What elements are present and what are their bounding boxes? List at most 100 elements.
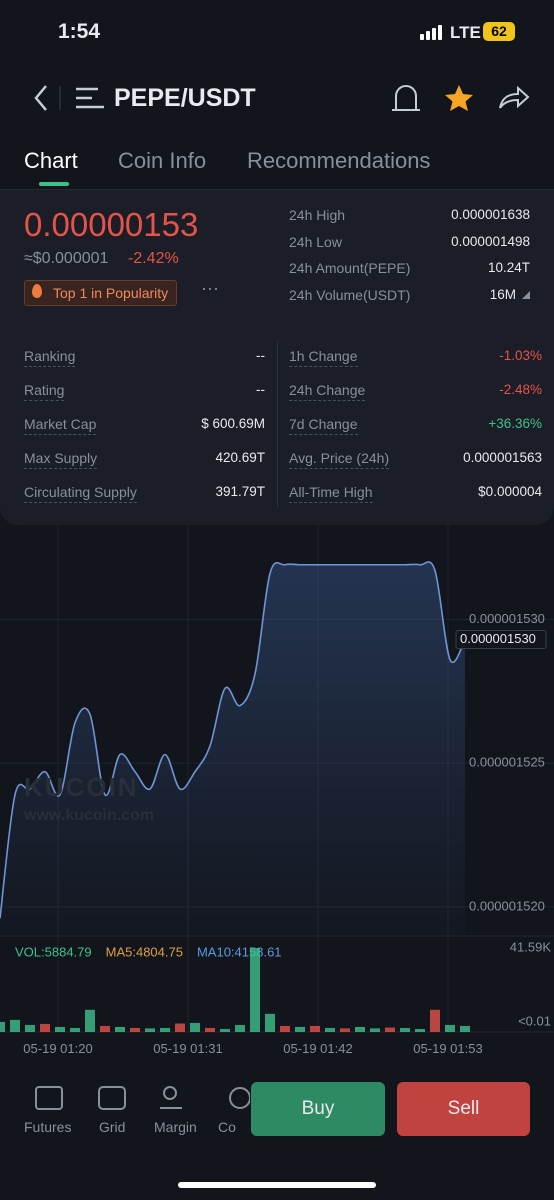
buy-button[interactable]: Buy <box>251 1082 385 1136</box>
favorite-button[interactable] <box>445 85 473 111</box>
x-tick-label: 05-19 01:20 <box>23 1041 92 1056</box>
status-time: 1:54 <box>58 20 101 43</box>
info-value: $ 600.69M <box>201 416 265 431</box>
nav-futures[interactable]: Futures <box>24 1119 72 1135</box>
y-tick-label: 0.000001520 <box>469 898 545 913</box>
info-value: $0.000004 <box>478 484 542 499</box>
volume-bar <box>235 1024 245 1032</box>
volume-bar <box>85 1009 95 1032</box>
price-change: -2.42% <box>128 250 179 267</box>
info-value: -2.48% <box>499 382 542 397</box>
nav-more[interactable]: Co <box>218 1119 236 1135</box>
info-label: Market Cap <box>24 416 97 435</box>
share-button[interactable] <box>499 85 530 109</box>
watermark-brand: KUCOIN <box>24 772 139 802</box>
info-value: 420.69T <box>215 450 265 465</box>
volume-bar <box>115 1026 125 1032</box>
indicator-label: MA10:4158.61 <box>197 944 282 959</box>
pair-title: PEPE/USDT <box>114 84 256 112</box>
volume-bar <box>310 1025 320 1032</box>
stat-value: 10.24T <box>487 260 530 275</box>
volume-bar <box>55 1026 65 1032</box>
volume-bar <box>190 1022 200 1032</box>
network-label: LTE <box>450 23 481 42</box>
volume-bar <box>250 948 260 1032</box>
tab-indicator <box>39 182 69 186</box>
volume-bar <box>40 1023 50 1032</box>
info-value: 391.79T <box>215 484 265 499</box>
volume-bar <box>325 1027 335 1032</box>
y-tick-label: 41.59K <box>510 939 552 954</box>
sort-indicator <box>522 291 530 299</box>
info-label: Avg. Price (24h) <box>289 450 390 469</box>
info-value: -1.03% <box>499 348 542 363</box>
volume-bar <box>70 1027 80 1032</box>
fire-icon <box>32 284 42 298</box>
volume-bar <box>160 1027 170 1032</box>
stat-label: 24h High <box>289 207 346 223</box>
volume-bar <box>130 1027 140 1032</box>
nav-icons <box>35 1086 250 1110</box>
tab-chart[interactable]: Chart <box>24 148 78 173</box>
info-label: 1h Change <box>289 348 358 367</box>
y-tick-label: 0.000001530 <box>469 611 545 626</box>
info-label: Max Supply <box>24 450 98 469</box>
volume-bar <box>430 1009 440 1032</box>
battery: 62 <box>483 22 515 41</box>
info-label: 7d Change <box>289 416 358 435</box>
volume-bar <box>415 1028 425 1032</box>
volume-bar <box>400 1027 410 1032</box>
menu-button[interactable] <box>76 87 104 109</box>
volume-bar <box>145 1028 155 1032</box>
y-tick-label: 0.000001525 <box>469 755 545 770</box>
info-label: Ranking <box>24 348 76 367</box>
sell-button[interactable]: Sell <box>397 1082 530 1136</box>
tab-recommendations[interactable]: Recommendations <box>247 148 431 173</box>
price-line <box>0 561 466 919</box>
x-tick-label: 05-19 01:42 <box>283 1041 352 1056</box>
back-button[interactable] <box>34 85 47 111</box>
last-price-label: 0.000001530 <box>460 631 536 646</box>
volume-bar <box>280 1025 290 1032</box>
column-divider <box>277 342 278 508</box>
volume-bar <box>370 1028 380 1032</box>
y-tick-label: <0.01 <box>518 1013 551 1028</box>
stat-label: 24h Amount(PEPE) <box>289 260 411 276</box>
volume-bar <box>10 1019 20 1032</box>
volume-bar <box>205 1027 215 1032</box>
info-panel: 0.00000153 ≈$0.000001 -2.42% Top 1 in Po… <box>0 190 554 525</box>
volume-bar <box>340 1028 350 1032</box>
usd-price: ≈$0.000001 <box>24 250 109 267</box>
stat-value: 0.000001638 <box>451 207 530 222</box>
volume-bar <box>385 1027 395 1032</box>
nav-grid[interactable]: Grid <box>99 1119 126 1135</box>
alert-button[interactable] <box>392 85 420 111</box>
indicator-label: VOL:5884.79 <box>15 944 92 959</box>
volume-bar <box>175 1023 185 1032</box>
info-label: Rating <box>24 382 65 401</box>
info-label: 24h Change <box>289 382 366 401</box>
tab-coin-info[interactable]: Coin Info <box>118 148 207 173</box>
last-price: 0.00000153 <box>24 206 199 243</box>
volume-bar <box>295 1026 305 1032</box>
indicator-label: MA5:4804.75 <box>106 944 183 959</box>
stat-value: 0.000001498 <box>451 233 530 249</box>
volume-bar <box>220 1028 230 1032</box>
stat-value: 16M <box>489 286 516 302</box>
volume-bar <box>25 1024 35 1032</box>
nav-margin[interactable]: Margin <box>154 1119 197 1135</box>
more-button[interactable]: ··· <box>201 278 219 298</box>
volume-bar <box>460 1025 470 1032</box>
volume-bar <box>445 1024 455 1032</box>
home-indicator <box>178 1182 376 1188</box>
volume-bar <box>355 1026 365 1032</box>
info-label: Circulating Supply <box>24 484 137 503</box>
header-icons <box>34 85 104 111</box>
price-area <box>0 561 465 936</box>
tab-divider <box>0 189 554 190</box>
volume-bar <box>100 1025 110 1032</box>
watermark-url: www.kucoin.com <box>24 807 155 824</box>
popularity-badge[interactable]: Top 1 in Popularity <box>24 280 178 306</box>
info-value: -- <box>256 348 265 363</box>
